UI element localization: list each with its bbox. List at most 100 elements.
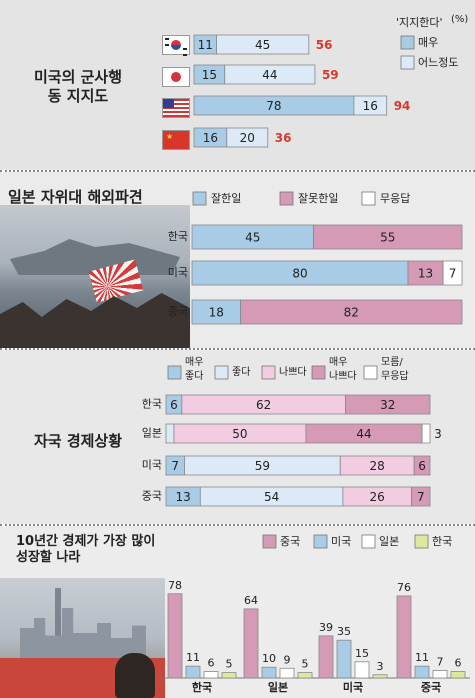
bar xyxy=(318,635,334,679)
bar-segment xyxy=(353,95,388,116)
legend-label: 일본 xyxy=(379,534,399,548)
china-flag-icon: ★ xyxy=(162,130,190,150)
bar xyxy=(354,661,370,679)
legend-label: 매우 xyxy=(329,356,347,368)
legend-label: 무응답 xyxy=(380,192,410,205)
bar-segment xyxy=(421,423,431,444)
bar-value-label: 26 xyxy=(370,490,385,504)
bar-segment xyxy=(345,394,431,415)
chart1-legend-title: '지지한다' xyxy=(396,16,443,29)
legend-label: 잘한일 xyxy=(211,191,241,205)
bar xyxy=(396,595,412,679)
warship-protest-photo xyxy=(0,205,190,348)
bar-value-label: 6 xyxy=(418,459,426,473)
total-value-label: 94 xyxy=(394,99,411,113)
bar-value-label: 35 xyxy=(337,625,351,638)
city-photo xyxy=(0,578,165,698)
bar xyxy=(336,639,352,679)
legend-label: 모름/ xyxy=(381,356,403,368)
bar-value-label: 5 xyxy=(226,658,233,671)
bar-value-label: 7 xyxy=(171,459,179,473)
category-label: 한국 xyxy=(192,680,212,694)
legend-swatch xyxy=(167,365,182,380)
divider xyxy=(0,348,475,350)
bar-value-label: 5 xyxy=(302,658,309,671)
bar-segment xyxy=(411,486,431,507)
bar-value-label: 3 xyxy=(377,660,384,673)
bar xyxy=(243,608,259,679)
bar-segment xyxy=(407,260,444,286)
legend-label: 무응답 xyxy=(381,370,409,382)
person-silhouette xyxy=(115,653,155,698)
legend-swatch xyxy=(361,534,376,549)
legend-swatch xyxy=(313,534,328,549)
bar-value-label: 50 xyxy=(232,427,247,441)
category-label: 미국 xyxy=(168,266,188,279)
legend-label: 중국 xyxy=(280,535,300,548)
bar-value-label: 15 xyxy=(202,68,217,82)
bar-value-label: 7 xyxy=(417,490,425,504)
bar-value-label: 20 xyxy=(240,131,255,145)
category-label: 중국 xyxy=(142,490,162,503)
bar-value-label: 11 xyxy=(198,38,213,52)
bar-value-label: 64 xyxy=(244,594,258,607)
bar-segment xyxy=(165,423,175,444)
legend-label: 매우 xyxy=(185,356,203,368)
category-label: 중국 xyxy=(421,681,441,694)
bar xyxy=(185,665,201,679)
bar xyxy=(167,593,183,679)
bar xyxy=(279,667,295,679)
legend-label: 미국 xyxy=(331,535,351,548)
total-value-label: 56 xyxy=(316,38,333,52)
bar-segment xyxy=(216,34,310,55)
bar-value-label: 62 xyxy=(256,398,271,412)
category-label: 미국 xyxy=(142,459,162,472)
legend-swatch xyxy=(311,365,326,380)
bar-value-label: 54 xyxy=(264,490,279,504)
bar-value-label: 11 xyxy=(186,651,200,664)
category-label: 미국 xyxy=(343,680,363,694)
bar-value-label: 7 xyxy=(437,655,444,668)
legend-swatch xyxy=(414,534,429,549)
japan-flag-icon xyxy=(162,67,190,87)
legend-label: 매우 xyxy=(418,36,438,49)
bar-value-label: 32 xyxy=(380,398,395,412)
bar xyxy=(261,666,277,679)
legend-label: 좋다 xyxy=(232,366,250,378)
tower-shape xyxy=(55,588,61,658)
bar-value-label: 7 xyxy=(449,267,457,281)
bar-value-label: 44 xyxy=(356,427,371,441)
bar-segment xyxy=(191,224,314,250)
bar-segment xyxy=(226,127,269,148)
bar-value-label: 76 xyxy=(397,581,411,594)
chart3-title: 자국 경제상황 xyxy=(34,432,123,450)
bar-value-label: 78 xyxy=(168,579,182,592)
bar-segment xyxy=(224,64,316,85)
bar-value-label: 6 xyxy=(208,657,215,670)
legend-label: 나쁘다 xyxy=(279,366,307,378)
legend-swatch xyxy=(192,191,207,206)
bar-value-label: 16 xyxy=(363,99,378,113)
legend-swatch xyxy=(262,534,277,549)
legend-swatch xyxy=(363,365,378,380)
bar-value-label: 78 xyxy=(266,99,281,113)
chart4-title: 10년간 경제가 가장 많이 성장할 나라 xyxy=(16,534,156,565)
bar xyxy=(372,674,388,679)
bar-segment xyxy=(413,455,431,476)
legend-swatch xyxy=(400,55,415,70)
legend-swatch xyxy=(400,35,415,50)
bar-value-label: 3 xyxy=(434,427,442,441)
bar-segment xyxy=(240,299,463,325)
legend-label: 잘못한일 xyxy=(298,191,338,205)
total-value-label: 59 xyxy=(322,68,339,82)
bar-value-label: 59 xyxy=(255,459,270,473)
legend-label: 어느정도 xyxy=(418,56,458,69)
bar-value-label: 15 xyxy=(355,647,369,660)
chart1-unit: (%) xyxy=(451,14,469,25)
bar-value-label: 39 xyxy=(319,621,333,634)
bar-value-label: 6 xyxy=(170,398,178,412)
category-label: 일본 xyxy=(268,680,288,694)
legend-swatch xyxy=(261,365,276,380)
bar-value-label: 9 xyxy=(284,653,291,666)
